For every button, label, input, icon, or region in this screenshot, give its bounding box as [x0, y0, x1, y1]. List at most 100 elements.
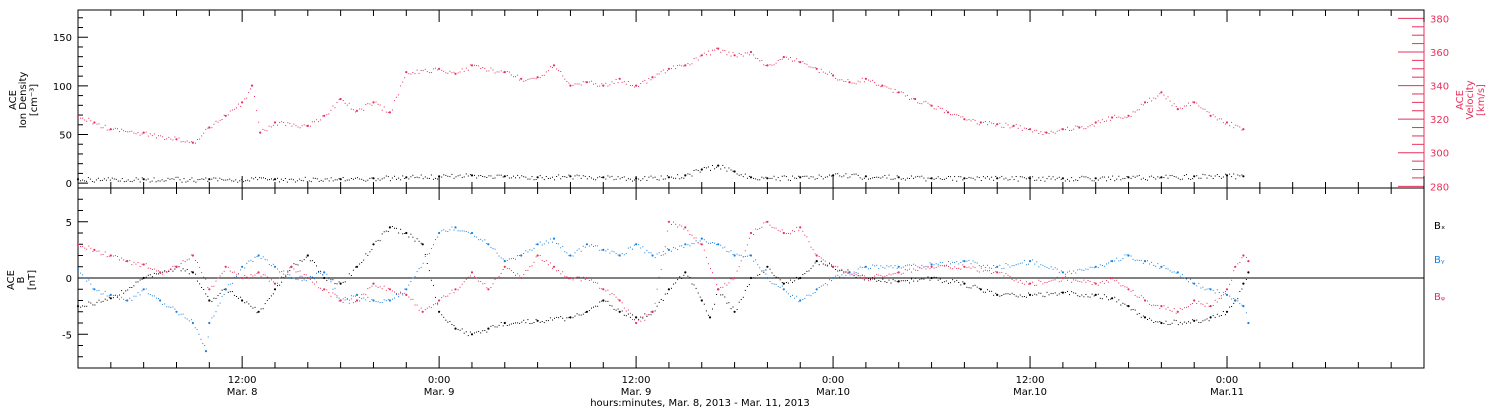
density-label-line2: Ion Density [18, 72, 29, 129]
by-series-dot [367, 296, 369, 298]
velocity-series-dot [1021, 129, 1023, 131]
velocity-series-dot [541, 74, 543, 76]
density-series-dot [1056, 177, 1058, 179]
velocity-series-dot [1159, 93, 1161, 95]
bz-series-point [864, 276, 868, 280]
by-series-dot [625, 253, 627, 254]
by-series-dot [666, 248, 668, 250]
bx-series-dot [430, 279, 432, 281]
velocity-series-dot [806, 63, 808, 65]
density-series-dot [267, 179, 268, 181]
by-series-dot [198, 333, 200, 335]
density-series-dot [302, 180, 304, 182]
density-series-dot [348, 179, 350, 181]
by-series-dot [664, 253, 666, 255]
bx-series-dot [956, 279, 958, 281]
velocity-series-dot [400, 85, 402, 87]
by-series-dot [1186, 278, 1187, 280]
velocity-series-dot [523, 80, 525, 82]
density-series-dot [322, 180, 324, 182]
bx-series-dot [728, 302, 730, 304]
density-series-dot [269, 179, 270, 181]
bx-series-dot [184, 270, 186, 272]
velocity-series-dot [945, 110, 947, 112]
by-series-dot [106, 295, 108, 297]
density-series-dot [445, 174, 447, 176]
bz-series-dot [1175, 312, 1177, 314]
velocity-series-dot [90, 120, 92, 122]
velocity-series-point [175, 138, 178, 141]
by-series-dot [500, 257, 502, 259]
by-series-dot [627, 247, 629, 249]
bx-series-dot [238, 297, 239, 299]
bx-series-dot [950, 282, 951, 284]
bottom-x-axis-ticks [77, 188, 1425, 368]
by-series-point [208, 321, 211, 325]
by-series-dot [831, 280, 832, 282]
bx-series-dot [170, 269, 172, 270]
density-series-dot [111, 177, 113, 179]
velocity-series-dot [712, 49, 713, 51]
by-series-dot [328, 278, 330, 280]
bx-series-dot [1036, 294, 1038, 296]
bz-series-dot [125, 260, 127, 262]
density-series-dot [1025, 178, 1027, 180]
density-series-dot [888, 174, 890, 176]
density-series-dot [1188, 178, 1189, 180]
density-series-dot [1021, 176, 1023, 178]
bx-series-dot [845, 271, 847, 273]
velocity-series-dot [935, 108, 937, 110]
bx-series-dot [558, 317, 560, 319]
bx-series-dot [1044, 296, 1046, 298]
by-series-dot [254, 256, 256, 258]
by-series-dot [1038, 266, 1040, 268]
velocity-series-dot [1101, 119, 1103, 121]
density-series-dot [355, 177, 356, 179]
bx-series-dot [221, 289, 223, 291]
density-series-dot [1108, 176, 1109, 178]
bx-series-dot [272, 293, 274, 295]
by-series-dot [229, 283, 231, 285]
velocity-series-point [717, 47, 720, 50]
by-series-dot [320, 272, 322, 274]
bx-series-dot [266, 299, 268, 301]
bz-series-dot [211, 285, 213, 287]
bz-series-dot [355, 301, 356, 303]
density-series-dot [171, 178, 173, 180]
bx-series-dot [461, 328, 463, 330]
density-series-dot [798, 175, 800, 177]
by-series-dot [190, 319, 192, 321]
bz-series-dot [535, 256, 537, 258]
bz-series-point [700, 243, 703, 246]
bz-series-dot [420, 307, 422, 309]
by-series-dot [123, 298, 125, 300]
by-series-dot [506, 260, 508, 262]
bz-series-dot [1019, 279, 1021, 281]
density-series-dot [296, 180, 298, 182]
by-series-dot [1052, 268, 1054, 270]
density-series-dot [332, 180, 334, 182]
velocity-series-dot [1011, 126, 1013, 128]
by-series-point [552, 237, 556, 240]
density-series-dot [1060, 178, 1062, 180]
by-series-dot [350, 295, 352, 297]
bz-series-dot [133, 261, 135, 263]
velocity-series-point [667, 67, 671, 70]
bx-series-dot [591, 307, 592, 309]
bx-series-dot [640, 316, 642, 318]
bx-series-dot [328, 277, 330, 279]
bx-series-point [257, 310, 260, 313]
bz-series-dot [350, 298, 352, 300]
bx-series-dot [1067, 291, 1068, 292]
velocity-series-dot [359, 108, 361, 110]
bx-series-dot [695, 287, 697, 289]
bx-series-dot [211, 301, 213, 302]
density-series-dot [582, 175, 584, 177]
density-series-dot [919, 176, 921, 178]
bz-series-dot [909, 268, 910, 270]
bx-series-dot [156, 273, 157, 275]
by-series-dot [1056, 268, 1058, 270]
by-series-dot [978, 265, 980, 267]
by-series-dot [615, 253, 617, 255]
bz-series-dot [566, 276, 568, 278]
